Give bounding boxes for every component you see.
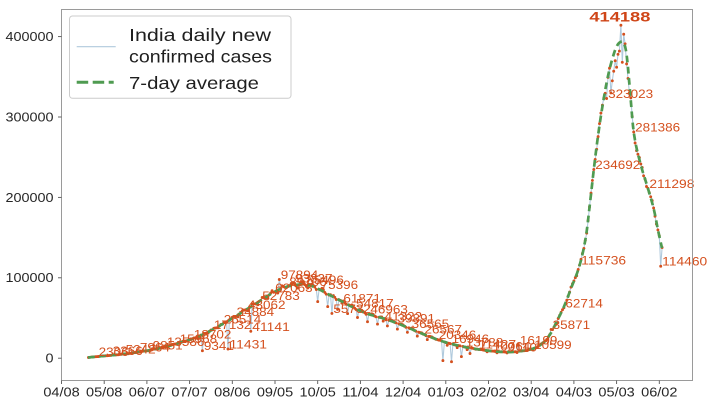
svg-text:03/04: 03/04 <box>513 386 549 400</box>
svg-text:09/05: 09/05 <box>257 386 293 400</box>
svg-text:0: 0 <box>46 352 54 366</box>
svg-text:16946: 16946 <box>452 332 490 346</box>
svg-text:41322: 41322 <box>385 310 423 324</box>
svg-text:100000: 100000 <box>6 271 54 285</box>
svg-text:7-day average: 7-day average <box>129 73 259 93</box>
svg-text:34884: 34884 <box>237 305 275 319</box>
svg-text:281386: 281386 <box>635 121 680 135</box>
svg-text:11431: 11431 <box>230 338 268 352</box>
svg-text:39891: 39891 <box>398 311 436 325</box>
svg-text:62714: 62714 <box>565 296 603 310</box>
svg-text:54817: 54817 <box>356 297 394 311</box>
svg-text:13586: 13586 <box>167 335 205 349</box>
svg-text:300000: 300000 <box>6 110 54 124</box>
svg-text:5242: 5242 <box>126 343 156 357</box>
svg-text:114460: 114460 <box>662 255 708 269</box>
svg-text:26514: 26514 <box>224 313 262 327</box>
svg-text:35871: 35871 <box>553 318 591 332</box>
svg-text:01/03: 01/03 <box>428 386 464 400</box>
svg-text:10/05: 10/05 <box>300 386 336 400</box>
svg-text:9341: 9341 <box>204 339 234 353</box>
svg-text:43062: 43062 <box>248 298 286 312</box>
svg-text:16199: 16199 <box>520 334 558 348</box>
svg-text:04/08: 04/08 <box>43 386 79 400</box>
svg-text:02/02: 02/02 <box>470 386 506 400</box>
svg-text:06/07: 06/07 <box>129 386 165 400</box>
svg-text:400000: 400000 <box>6 30 54 44</box>
svg-text:9110: 9110 <box>507 341 538 355</box>
svg-text:75396: 75396 <box>321 278 359 292</box>
svg-text:61871: 61871 <box>343 292 381 306</box>
svg-text:200000: 200000 <box>6 191 54 205</box>
svg-text:36565: 36565 <box>412 317 450 331</box>
svg-text:12/04: 12/04 <box>385 386 421 400</box>
svg-text:15968: 15968 <box>180 332 218 346</box>
svg-text:89706: 89706 <box>289 275 327 289</box>
svg-text:11/04: 11/04 <box>342 386 378 400</box>
svg-text:05/08: 05/08 <box>86 386 122 400</box>
svg-text:85496: 85496 <box>306 273 344 287</box>
svg-text:10064: 10064 <box>493 340 531 354</box>
svg-text:18702: 18702 <box>194 327 232 341</box>
svg-text:26567: 26567 <box>425 323 463 337</box>
svg-text:13788: 13788 <box>466 335 504 349</box>
svg-text:08/06: 08/06 <box>214 386 250 400</box>
svg-text:3366: 3366 <box>113 344 143 358</box>
svg-text:52783: 52783 <box>262 289 300 303</box>
svg-text:115736: 115736 <box>581 254 627 268</box>
svg-text:46963: 46963 <box>370 303 408 317</box>
svg-text:7964: 7964 <box>140 341 170 355</box>
svg-text:234692: 234692 <box>595 158 640 172</box>
svg-text:confirmed cases: confirmed cases <box>129 47 272 67</box>
svg-text:323023: 323023 <box>608 87 653 101</box>
svg-text:41141: 41141 <box>252 320 289 334</box>
svg-text:62063: 62063 <box>275 281 313 295</box>
svg-text:20346: 20346 <box>439 328 477 342</box>
svg-text:211298: 211298 <box>649 177 695 191</box>
svg-text:05/03: 05/03 <box>598 386 634 400</box>
svg-text:9851: 9851 <box>153 338 183 352</box>
svg-text:10599: 10599 <box>534 338 572 352</box>
svg-text:55732: 55732 <box>333 302 371 316</box>
svg-text:11427: 11427 <box>479 338 516 352</box>
svg-text:06/02: 06/02 <box>641 386 677 400</box>
svg-text:17132: 17132 <box>214 318 252 332</box>
svg-text:India daily new: India daily new <box>129 25 271 45</box>
svg-text:93337: 93337 <box>295 272 333 286</box>
svg-text:07/07: 07/07 <box>171 386 207 400</box>
svg-text:04/03: 04/03 <box>556 386 592 400</box>
svg-text:414188: 414188 <box>589 9 650 25</box>
svg-text:2306: 2306 <box>99 345 129 359</box>
svg-text:97894: 97894 <box>281 268 319 282</box>
